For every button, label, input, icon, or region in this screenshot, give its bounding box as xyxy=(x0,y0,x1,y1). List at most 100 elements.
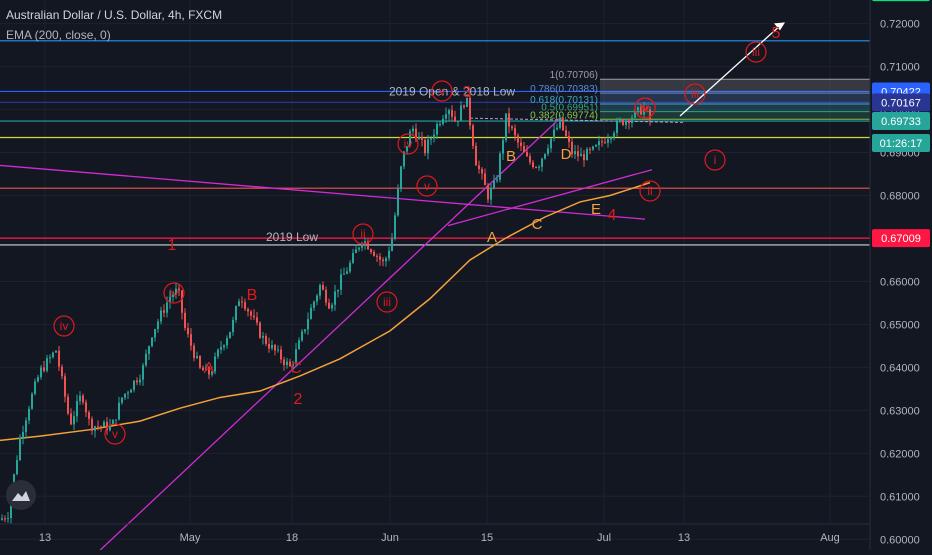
candle-body xyxy=(469,97,471,126)
candle-body xyxy=(214,356,216,372)
candle-body xyxy=(61,366,63,377)
candle-body xyxy=(298,340,300,350)
candle-body xyxy=(280,349,282,360)
candle-body xyxy=(259,322,261,338)
candle-body xyxy=(100,426,102,428)
candle-body xyxy=(595,145,597,147)
candle-body xyxy=(640,107,642,115)
candle-body xyxy=(322,284,324,290)
candle-body xyxy=(154,329,156,338)
candle-body xyxy=(466,97,468,108)
price-tick-label: 0.61000 xyxy=(880,491,920,503)
candle-body xyxy=(187,328,189,335)
indicator-legend[interactable]: EMA (200, close, 0) xyxy=(6,28,111,42)
candle-body xyxy=(340,274,342,290)
candle-body xyxy=(622,119,624,125)
fib-zone xyxy=(600,111,870,120)
wave-circle-marker xyxy=(745,41,767,63)
symbol-title[interactable]: Australian Dollar / U.S. Dollar, 4h, FXC… xyxy=(6,8,223,22)
candle-body xyxy=(34,381,36,394)
candle-body xyxy=(106,421,108,431)
wave-circled-label: iv xyxy=(641,101,650,115)
candle-body xyxy=(301,331,303,341)
candle-body xyxy=(130,389,132,393)
candle-body xyxy=(502,140,504,154)
candle-body xyxy=(313,301,315,308)
projection-arrow xyxy=(679,25,781,117)
wave-circle-marker xyxy=(352,223,374,245)
price-axis[interactable]: 0.60000 0.61000 0.62000 0.63000 0.64000 0.650… xyxy=(869,0,930,550)
candle-body xyxy=(472,125,474,146)
candle-body xyxy=(334,291,336,305)
candle-body xyxy=(349,262,351,272)
fib-retracement: 1(0.70706)0.786(0.70383)0.618(0.70131)0.… xyxy=(530,70,870,121)
candle-body xyxy=(274,344,276,351)
candle-body xyxy=(346,271,348,274)
candle-body xyxy=(121,397,123,403)
candle-body xyxy=(643,106,645,115)
wave-label-red: 3 xyxy=(463,84,472,101)
candle-body xyxy=(52,352,54,358)
candle-body xyxy=(70,413,72,425)
level-text: 2019 Low xyxy=(266,230,318,244)
wave-circle-marker xyxy=(163,282,185,304)
candle-body xyxy=(25,420,27,433)
candle-body xyxy=(355,249,357,253)
candle-body xyxy=(391,238,393,251)
candle-body xyxy=(112,420,114,425)
wave-circled-label: iv xyxy=(404,137,413,151)
candle-body xyxy=(109,424,111,431)
candle-body xyxy=(199,356,201,368)
candle-body xyxy=(223,345,225,348)
candle-body xyxy=(403,151,405,167)
candle-body xyxy=(133,380,135,390)
candle-body xyxy=(304,329,306,332)
candle-body xyxy=(241,301,243,303)
candle-body xyxy=(97,426,99,428)
wave-circle-marker xyxy=(416,175,438,197)
candle-body xyxy=(139,379,141,383)
candle-body xyxy=(457,121,459,123)
candle-body xyxy=(583,154,585,161)
candle-body xyxy=(328,302,330,309)
wave-label-red: 1 xyxy=(168,237,177,254)
wave-circled-label: v xyxy=(424,179,430,193)
candle-body xyxy=(148,346,150,354)
candle-body xyxy=(295,349,297,364)
price-tick-label: 0.64000 xyxy=(880,362,920,374)
candle-body xyxy=(46,358,48,371)
tradingview-logo-icon[interactable] xyxy=(6,480,36,510)
candle-body xyxy=(532,162,534,168)
candle-body xyxy=(625,120,627,125)
candle-body xyxy=(496,179,498,181)
price-tick-label: 0.63000 xyxy=(880,405,920,417)
candle-body xyxy=(508,113,510,127)
candle-body xyxy=(499,153,501,180)
candle-body xyxy=(592,146,594,150)
candle-body xyxy=(31,393,33,409)
candle-body xyxy=(175,288,177,295)
candle-body xyxy=(550,138,552,149)
trendline-resistance xyxy=(0,164,646,220)
candle-body xyxy=(238,301,240,307)
price-level-tag xyxy=(872,93,930,112)
candle-body xyxy=(460,105,462,122)
candle-body xyxy=(526,151,528,157)
candle-body xyxy=(421,137,423,140)
candle-body xyxy=(289,361,291,367)
wave-circled-label: v xyxy=(642,101,648,115)
candle-body xyxy=(7,518,9,520)
time-axis[interactable]: 13 May 18 Jun 15 Jul 13 Aug xyxy=(0,523,870,544)
candle-body xyxy=(628,120,630,123)
wave-label-orange: D xyxy=(561,146,572,163)
price-tick-label: 0.72000 xyxy=(880,19,920,31)
wave-circled-label: iii xyxy=(383,295,391,309)
candle-body xyxy=(364,241,366,244)
candle-body xyxy=(262,335,264,338)
candle-body xyxy=(547,148,549,154)
candle-body xyxy=(220,347,222,350)
wave-label-orange: B xyxy=(506,148,516,165)
candle-body xyxy=(163,310,165,313)
